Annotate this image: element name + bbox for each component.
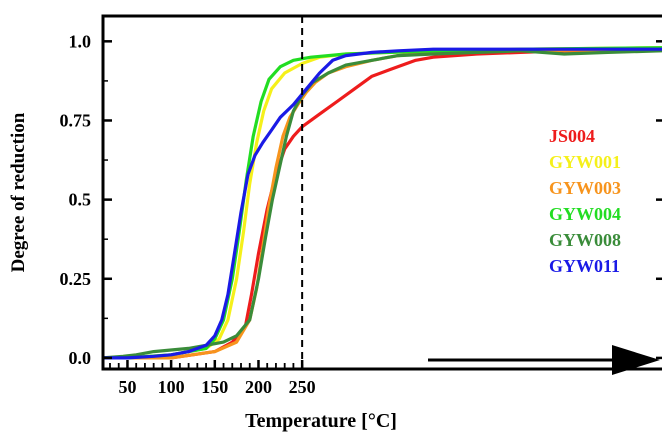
axes-layer: 0.0 0.25 0.5 0.75 1.0 50 100 150 200 250 Temperatu… xyxy=(8,14,662,432)
x-axis-label: Temperature [°C] xyxy=(245,410,397,432)
series-group xyxy=(103,46,662,360)
y-tick-label: 1.0 xyxy=(69,31,92,51)
x-tick-label: 200 xyxy=(245,377,272,397)
y-tick-label: 0.5 xyxy=(69,190,92,210)
legend-entry-gyw011: GYW011 xyxy=(549,256,620,276)
legend-entry-js004: JS004 xyxy=(549,126,595,146)
x-tick-label: 100 xyxy=(158,377,185,397)
series-line-gyw011 xyxy=(103,47,662,360)
series-line-gyw001 xyxy=(103,46,662,360)
legend-entry-gyw008: GYW008 xyxy=(549,230,621,250)
x-tick-label: 250 xyxy=(289,377,316,397)
plot-frame xyxy=(101,14,662,371)
y-axis-label: Degree of reduction xyxy=(8,112,29,272)
legend-entry-gyw001: GYW001 xyxy=(549,152,621,172)
legend: JS004 GYW001 GYW003 GYW004 GYW008 GYW011 xyxy=(549,126,621,276)
y-tick-label: 0.75 xyxy=(60,110,92,130)
x-tick-label: 150 xyxy=(201,377,228,397)
series-layer xyxy=(103,46,662,360)
series-line-gyw008 xyxy=(103,49,662,360)
legend-entry-gyw004: GYW004 xyxy=(549,204,621,224)
axis-arrow-head xyxy=(612,345,660,375)
series-line-gyw004 xyxy=(103,46,662,360)
legend-entry-gyw003: GYW003 xyxy=(549,178,621,198)
y-tick-label: 0.0 xyxy=(69,348,92,368)
y-tick-label: 0.25 xyxy=(60,269,92,289)
x-tick-label: 50 xyxy=(118,377,136,397)
